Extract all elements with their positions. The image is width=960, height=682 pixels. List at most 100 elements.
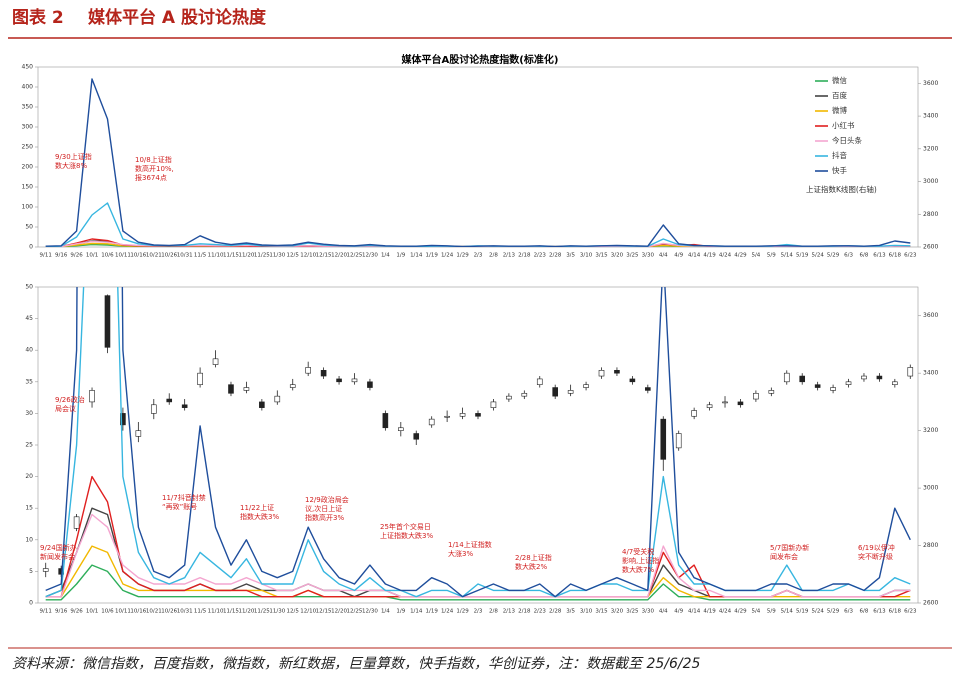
annotation: 25年首个交易日 — [380, 522, 431, 531]
y-tick-label: 10 — [25, 536, 33, 543]
x-tick-label: 12/30 — [362, 609, 378, 615]
x-tick-label: 2/3 — [474, 609, 483, 615]
y2-tick-label: 2600 — [923, 600, 938, 607]
x-tick-label: 3/25 — [626, 609, 639, 615]
x-tick-label: 1/4 — [381, 253, 390, 259]
series-line — [45, 78, 911, 247]
legend-label: 微信 — [832, 75, 847, 85]
x-tick-label: 12/15 — [316, 609, 332, 615]
candle-body — [367, 381, 373, 388]
y-tick-label: 50 — [25, 224, 33, 231]
candle-body — [552, 387, 558, 397]
candle-body — [490, 401, 497, 408]
y2-tick-label: 2600 — [923, 244, 938, 251]
candle-body — [892, 381, 898, 385]
annotation: 新闻发布会 — [40, 552, 75, 561]
x-tick-label: 2/18 — [518, 253, 531, 259]
y2-tick-label: 3400 — [923, 370, 938, 377]
annotation: 5/7国新办新 — [770, 543, 809, 552]
x-tick-label: 1/4 — [381, 609, 390, 615]
annotation: 9/24国新办 — [40, 543, 77, 552]
x-tick-label: 2/3 — [474, 253, 483, 259]
x-tick-label: 3/10 — [580, 609, 593, 615]
chart-title: 媒体平台A股讨论热度指数(标准化) — [401, 53, 559, 66]
x-tick-label: 4/9 — [674, 609, 683, 615]
series-line — [45, 287, 911, 598]
annotation: 数高开10%, — [135, 164, 174, 173]
candle-body — [336, 378, 342, 383]
x-tick-label: 10/16 — [130, 609, 146, 615]
annotation: 11/7抖音封禁 — [162, 493, 206, 502]
y-tick-label: 45 — [25, 315, 33, 322]
y-tick-label: 100 — [22, 204, 34, 211]
x-tick-label: 6/18 — [889, 253, 902, 259]
x-tick-label: 12/5 — [287, 253, 300, 259]
y-tick-label: 35 — [25, 378, 33, 385]
x-tick-label: 11/10 — [208, 253, 224, 259]
x-tick-label: 5/14 — [781, 253, 794, 259]
x-tick-label: 4/14 — [688, 609, 701, 615]
candle-body — [274, 395, 281, 403]
annotation: 9/30上证指 — [55, 152, 92, 161]
x-tick-label: 9/16 — [55, 609, 68, 615]
annotation: 数大跌7% — [622, 565, 654, 574]
annotation: “再致”账号 — [162, 502, 197, 511]
y2-tick-label: 3200 — [923, 427, 938, 434]
x-tick-label: 1/9 — [396, 253, 405, 259]
legend-label: 快手 — [832, 165, 847, 175]
x-tick-label: 10/26 — [161, 253, 177, 259]
x-tick-label: 11/10 — [208, 609, 224, 615]
y-tick-label: 20 — [25, 473, 33, 480]
x-tick-label: 1/19 — [426, 609, 439, 615]
x-tick-label: 4/14 — [688, 253, 701, 259]
x-tick-label: 4/29 — [734, 609, 747, 615]
x-tick-label: 6/23 — [904, 609, 917, 615]
annotation: 大涨3% — [448, 549, 473, 558]
legend-label: 抖音 — [832, 150, 847, 160]
candle-body — [722, 401, 728, 404]
candle-body — [660, 418, 667, 460]
x-tick-label: 1/24 — [441, 609, 454, 615]
candle-body — [737, 401, 744, 406]
candle-body — [428, 418, 435, 426]
x-tick-label: 10/16 — [130, 253, 146, 259]
x-tick-label: 6/3 — [844, 253, 853, 259]
annotation: 局会议 — [55, 404, 76, 413]
x-tick-label: 3/25 — [626, 253, 639, 259]
x-tick-label: 4/29 — [734, 253, 747, 259]
y-tick-label: 450 — [22, 64, 34, 71]
candle-body — [536, 378, 543, 385]
x-tick-label: 11/5 — [194, 253, 207, 259]
y2-tick-label: 2800 — [923, 542, 938, 549]
candle-body — [259, 401, 265, 408]
annotation: 9/26政治 — [55, 395, 85, 404]
x-tick-label: 11/5 — [194, 609, 207, 615]
x-tick-label: 10/26 — [161, 609, 177, 615]
candle-body — [305, 367, 311, 374]
candle-body — [320, 370, 327, 377]
candle-body — [413, 433, 420, 440]
x-tick-label: 2/28 — [549, 609, 562, 615]
x-tick-label: 2/13 — [503, 609, 516, 615]
x-tick-label: 4/4 — [659, 253, 668, 259]
x-tick-label: 4/19 — [703, 609, 716, 615]
y2-tick-label: 3400 — [923, 113, 938, 120]
candle-body — [845, 381, 852, 385]
x-tick-label: 5/29 — [827, 253, 840, 259]
x-tick-label: 10/21 — [146, 609, 162, 615]
x-tick-label: 4/24 — [719, 253, 732, 259]
candle-body — [475, 413, 481, 417]
x-tick-label: 2/28 — [549, 253, 562, 259]
x-tick-label: 1/9 — [396, 609, 405, 615]
x-tick-label: 1/14 — [410, 609, 423, 615]
x-tick-label: 10/6 — [101, 609, 114, 615]
x-tick-label: 12/10 — [300, 609, 316, 615]
x-tick-label: 5/29 — [827, 609, 840, 615]
candle-body — [42, 568, 49, 572]
x-tick-label: 11/20 — [238, 609, 254, 615]
annotation: 数大跌2% — [515, 562, 547, 571]
candle-body — [521, 392, 528, 397]
annotation: 10/8上证指 — [135, 155, 172, 164]
candle-body — [150, 404, 157, 414]
